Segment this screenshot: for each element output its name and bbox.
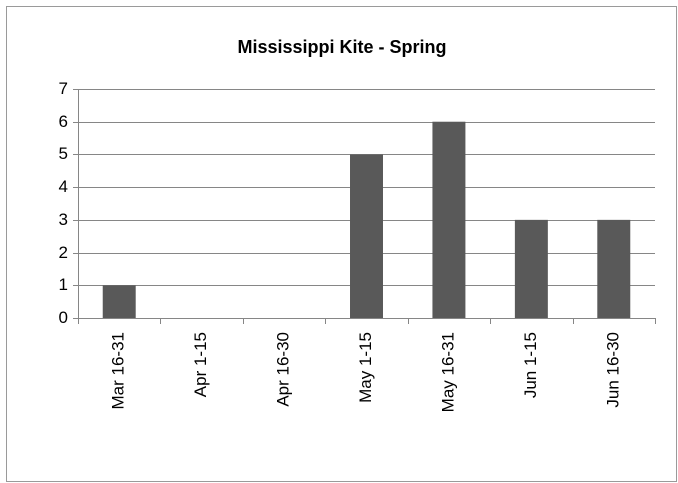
y-tick-label: 3	[59, 210, 68, 229]
bar	[597, 219, 631, 318]
chart-title: Mississippi Kite - Spring	[237, 37, 446, 57]
bar	[102, 285, 136, 318]
y-tick-label: 0	[59, 308, 68, 327]
x-tick-label: Jun 1-15	[521, 332, 540, 398]
y-tick-label: 5	[59, 144, 68, 163]
y-tick-label: 1	[59, 275, 68, 294]
x-tick-label: May 1-15	[356, 332, 375, 403]
x-tick-label: Apr 1-15	[191, 332, 210, 397]
bar	[432, 121, 466, 318]
x-tick-label: Jun 16-30	[603, 332, 622, 408]
x-tick-label: Apr 16-30	[274, 332, 293, 407]
y-tick-label: 7	[59, 79, 68, 98]
y-tick-label: 6	[59, 112, 68, 131]
bar	[350, 154, 383, 318]
y-tick-label: 4	[59, 177, 68, 196]
chart-border	[6, 6, 677, 482]
x-tick-label: Mar 16-31	[109, 332, 128, 409]
bar	[514, 219, 548, 318]
x-tick-label: May 16-31	[438, 332, 457, 412]
y-tick-label: 2	[59, 243, 68, 262]
